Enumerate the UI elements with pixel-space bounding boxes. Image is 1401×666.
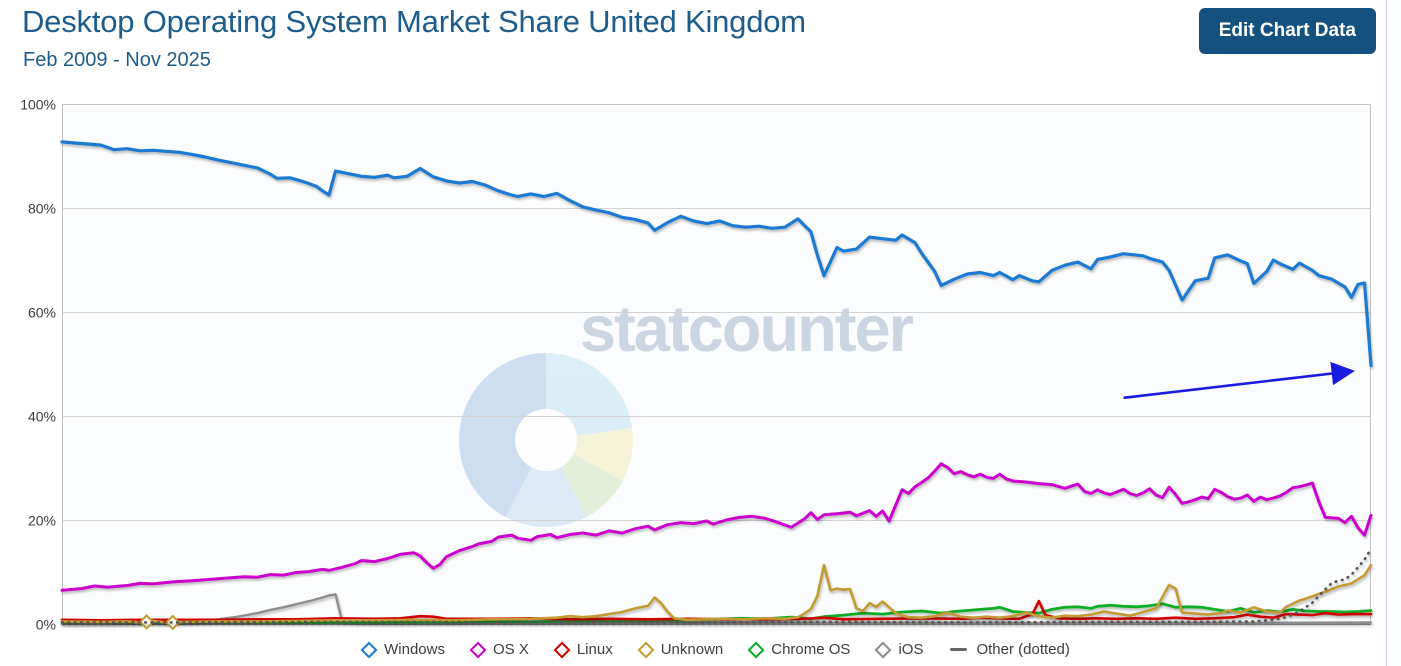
legend-label: Chrome OS <box>771 641 851 658</box>
legend-item-chrome-os[interactable]: Chrome OS <box>747 641 851 658</box>
legend-label: Linux <box>576 641 613 658</box>
y-axis-label: 20% <box>28 513 56 529</box>
legend-label: iOS <box>898 641 924 658</box>
statcounter-watermark-text: statcounter <box>580 292 914 365</box>
legend-item-linux[interactable]: Linux <box>553 641 613 658</box>
y-axis-label: 100% <box>20 97 56 113</box>
legend-diamond-icon <box>553 641 571 658</box>
y-axis-label: 40% <box>28 409 56 425</box>
date-range-subtitle: Feb 2009 - Nov 2025 <box>23 49 211 71</box>
edit-chart-data-button[interactable]: Edit Chart Data <box>1198 8 1376 54</box>
y-axis-label: 60% <box>28 305 56 321</box>
legend-label: Unknown <box>660 641 724 658</box>
y-axis-labels: 100% 80% 60% 40% 20% 0% <box>20 97 56 633</box>
legend-item-windows[interactable]: Windows <box>360 641 445 658</box>
legend-diamond-icon <box>747 641 765 658</box>
legend-item-ios[interactable]: iOS <box>874 641 924 658</box>
legend-item-unknown[interactable]: Unknown <box>637 641 724 658</box>
legend-item-os-x[interactable]: OS X <box>469 641 529 658</box>
legend-dash-icon <box>950 647 968 652</box>
y-axis-label: 0% <box>36 617 56 633</box>
legend-label: Other (dotted) <box>976 641 1070 658</box>
chart-legend: Windows OS X Linux Unknown Chrome OS iOS Other… <box>62 641 1371 658</box>
legend-diamond-icon <box>469 641 487 658</box>
legend-diamond-icon <box>360 641 378 658</box>
legend-label: OS X <box>492 641 529 658</box>
legend-item-other-dotted-[interactable]: Other (dotted) <box>950 641 1070 658</box>
legend-diamond-icon <box>637 641 655 658</box>
page-title: Desktop Operating System Market Share Un… <box>22 4 806 39</box>
statcounter-logo-watermark-icon <box>459 353 633 527</box>
legend-label: Windows <box>384 641 445 658</box>
legend-diamond-icon <box>874 641 892 658</box>
y-axis-label: 80% <box>28 201 56 217</box>
vertical-scrollbar[interactable] <box>1386 0 1401 666</box>
